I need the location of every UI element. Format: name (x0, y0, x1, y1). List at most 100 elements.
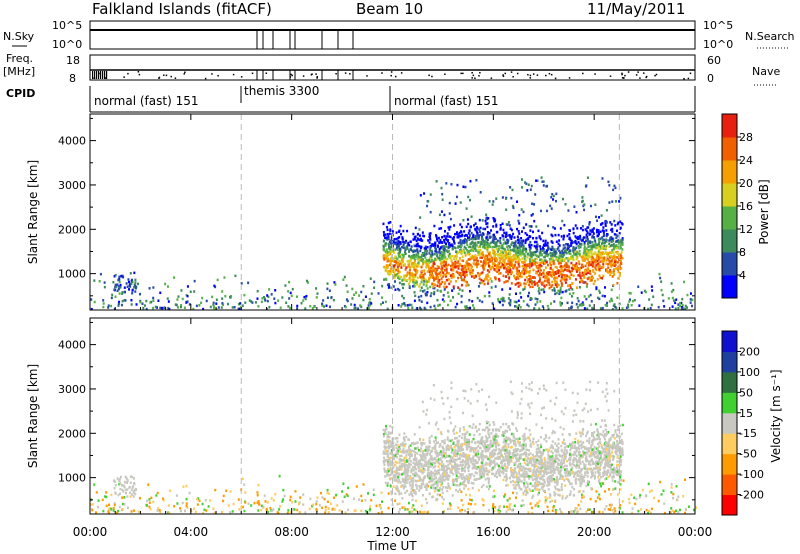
data-cell (419, 216, 422, 219)
data-cell (421, 231, 424, 234)
data-cell (524, 232, 527, 235)
data-cell (399, 224, 402, 228)
data-cell (592, 276, 595, 280)
data-cell (568, 252, 571, 255)
data-cell (433, 292, 436, 296)
data-cell (577, 268, 580, 271)
data-cell (459, 443, 462, 447)
data-cell (628, 497, 631, 501)
data-cell (561, 259, 564, 262)
data-cell (670, 486, 673, 489)
data-cell (205, 509, 208, 512)
data-cell (591, 228, 594, 231)
data-cell (441, 236, 444, 239)
data-cell (426, 245, 429, 249)
data-cell (463, 278, 466, 281)
data-cell (511, 259, 514, 262)
data-cell (185, 504, 188, 508)
data-cell (287, 305, 290, 308)
data-cell (425, 247, 428, 250)
data-cell (682, 494, 685, 498)
data-cell (607, 271, 610, 274)
data-cell (388, 435, 391, 439)
data-cell (423, 277, 426, 280)
data-cell (638, 304, 641, 307)
data-cell (443, 244, 446, 248)
data-cell (503, 258, 506, 262)
freq-dot (102, 71, 104, 79)
data-cell (580, 304, 583, 307)
data-cell (588, 223, 591, 226)
data-cell (589, 204, 592, 208)
data-cell (426, 204, 429, 208)
data-cell (543, 479, 546, 482)
data-cell (488, 435, 491, 439)
data-cell (430, 274, 433, 277)
data-cell (575, 303, 578, 306)
data-cell (596, 496, 599, 499)
data-cell (609, 438, 612, 441)
data-cell (523, 478, 526, 482)
data-cell (521, 265, 524, 268)
data-cell (397, 444, 400, 447)
data-cell (580, 279, 583, 283)
data-cell (369, 277, 372, 280)
data-cell (282, 488, 285, 492)
data-cell (529, 280, 532, 283)
data-cell (598, 458, 601, 462)
data-cell (513, 276, 516, 280)
data-cell (465, 225, 468, 229)
data-cell (373, 280, 376, 284)
data-cell (440, 268, 443, 271)
data-cell (550, 271, 553, 274)
data-cell (428, 276, 431, 280)
data-cell (612, 487, 615, 491)
data-cell (602, 231, 605, 234)
data-cell (435, 498, 438, 501)
data-cell (501, 299, 504, 302)
data-cell (528, 243, 531, 247)
data-cell (516, 235, 519, 239)
data-cell (450, 471, 453, 474)
data-cell (615, 229, 618, 233)
data-cell (420, 478, 423, 482)
data-cell (429, 457, 432, 461)
data-cell (570, 273, 573, 277)
data-cell (525, 488, 528, 492)
data-cell (464, 453, 467, 456)
data-cell (569, 283, 572, 287)
data-cell (585, 236, 588, 239)
data-cell (435, 258, 438, 262)
data-cell (193, 290, 196, 293)
data-cell (558, 265, 561, 269)
data-cell (616, 234, 619, 238)
data-cell (610, 265, 613, 268)
data-cell (445, 182, 448, 185)
data-cell (472, 256, 475, 259)
data-cell (507, 270, 510, 273)
data-cell (290, 294, 293, 298)
data-cell (606, 464, 609, 468)
data-cell (401, 279, 404, 282)
data-cell (667, 297, 670, 300)
data-cell (510, 255, 513, 259)
data-cell (585, 297, 588, 301)
data-cell (464, 509, 467, 512)
data-cell (592, 257, 595, 260)
data-cell (460, 252, 463, 256)
data-cell (514, 260, 517, 264)
data-cell (577, 446, 580, 450)
data-cell (542, 239, 545, 243)
data-cell (415, 239, 418, 243)
data-cell (572, 441, 575, 444)
data-cell (509, 268, 512, 271)
data-cell (604, 222, 607, 226)
data-cell (589, 272, 592, 275)
data-cell (421, 239, 424, 242)
data-cell (458, 484, 461, 487)
data-cell (612, 237, 615, 241)
data-cell (403, 251, 406, 254)
data-cell (408, 455, 411, 458)
data-cell (553, 491, 556, 494)
